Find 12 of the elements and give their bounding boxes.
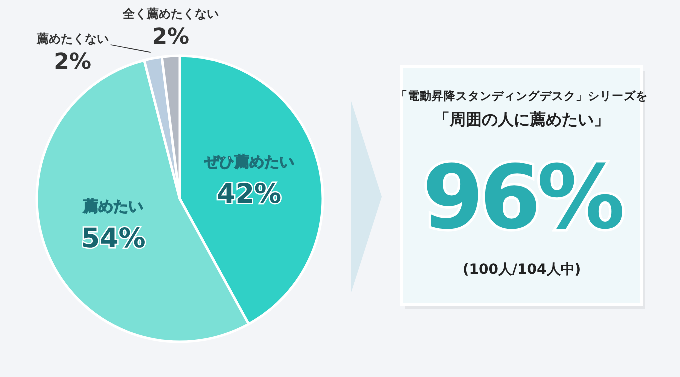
- data-label: 54%: [81, 223, 146, 254]
- text: 「電動昇降スタンディングデスク」シリーズを: [396, 89, 648, 103]
- slice-label: 薦めたくない: [36, 32, 109, 46]
- slice-label: 薦めたい: [82, 197, 144, 216]
- slice-label: ぜひ薦めたい: [203, 153, 294, 172]
- text: 「周囲の人に薦めたい」: [434, 110, 610, 129]
- data-label: 2%: [152, 25, 190, 50]
- text: (100人/104人中): [462, 262, 582, 278]
- slice-label: 全く薦めたくない: [122, 7, 219, 21]
- data-label: 42%: [216, 179, 282, 210]
- text: 96%: [422, 146, 624, 249]
- data-label: 2%: [54, 50, 92, 75]
